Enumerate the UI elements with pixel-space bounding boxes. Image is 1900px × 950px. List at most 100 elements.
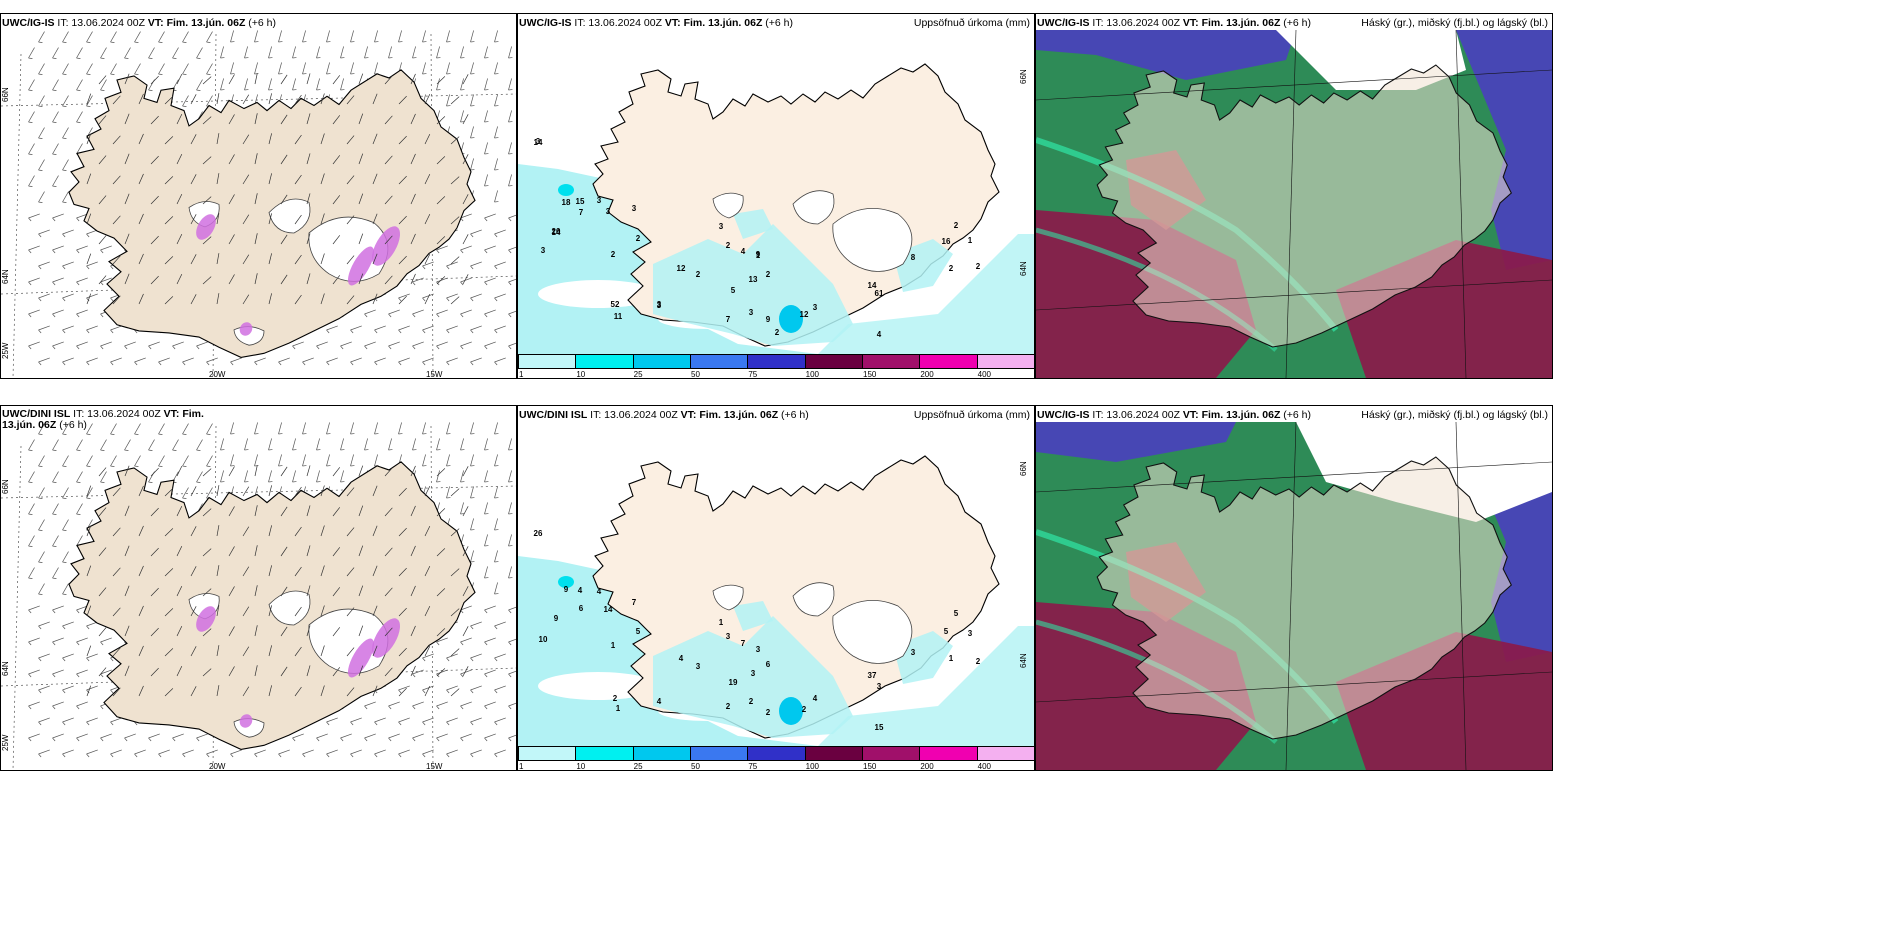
glacier	[792, 190, 835, 225]
precip-value-label: 2	[766, 270, 771, 279]
wind-map[interactable]: 66N 64N 25W 20W 15W	[1, 14, 516, 378]
grid-label: 20W	[209, 370, 226, 378]
precip-value-label: 15	[576, 197, 585, 206]
precip-land-area	[733, 209, 773, 239]
precip-sea-area	[818, 234, 1034, 354]
precip-value-label: 2	[726, 241, 731, 250]
colorbar-tick-label: 150	[863, 370, 877, 379]
precip-map[interactable]: 66N 64N 3 20 9 3 3 61 3 3 2 2 1 18 3 12 11 4 2 7 2 5 9 8 15 2 2 7 2 2…	[518, 14, 1034, 378]
colorbar-swatch	[919, 746, 978, 761]
colorbar-tick-label: 200	[920, 762, 934, 771]
wind-map[interactable]: 66N 64N 25W 20W 15W	[1, 406, 516, 770]
grid-label: 66N	[1, 479, 10, 494]
graticule	[1455, 30, 1467, 378]
cloud-map[interactable]	[1036, 422, 1552, 770]
precip-value-label: 12	[677, 264, 686, 273]
precip-value-label: 5	[636, 627, 641, 636]
colorbar-swatch	[518, 354, 577, 369]
low-cloud-area	[1036, 30, 1296, 80]
low-cloud-area	[1456, 30, 1552, 270]
wind-map-panel-top: UWC/IG-IS IT: 13.06.2024 00Z VT: Fim. 13…	[0, 13, 517, 379]
precip-value-label: 14	[552, 228, 561, 237]
colorbar-swatch	[747, 354, 806, 369]
colorbar-tick-label: 400	[977, 762, 992, 771]
precip-value-label: 3	[749, 308, 754, 317]
precip-value-label: 14	[534, 138, 543, 147]
cloud-map[interactable]	[1036, 30, 1552, 378]
precip-value-label: 1	[719, 618, 724, 627]
precip-value-label: 6	[579, 604, 584, 613]
grid-label: 15W	[426, 762, 443, 770]
grid-label: 66N	[1, 87, 10, 102]
grid-label: 64N	[1019, 653, 1028, 668]
precip-value-label: 8	[911, 253, 916, 262]
colorbar-tick-label: 50	[691, 370, 700, 379]
colorbar-swatch	[575, 354, 634, 369]
precip-value-label: 3	[696, 662, 701, 671]
precip-value-label: 9	[766, 315, 771, 324]
precip-map[interactable]: 66N 64N 26 7 2 9 3 2 4 4 4 4 3 15 7 3 5 6 6 5 14 19 3 9 2 3 10 4 37 1…	[518, 406, 1034, 770]
precip-value-label: 16	[942, 237, 951, 246]
precip-value-label: 3	[911, 648, 916, 657]
precip-value-label: 2	[611, 250, 616, 259]
colorbar-tick-label: 1	[519, 762, 524, 771]
precip-value-label: 5	[954, 609, 959, 618]
precip-value-label: 2	[949, 264, 954, 273]
wind-barbs-land	[86, 73, 469, 305]
glacier	[268, 590, 311, 626]
precip-value-label: 61	[875, 289, 884, 298]
precip-spot	[196, 606, 216, 632]
panel-header: UWC/IG-IS IT: 13.06.2024 00Z VT: Fim. 13…	[1036, 409, 1312, 421]
precip-value-label: 19	[729, 678, 738, 687]
grid-label: 25W	[1, 342, 10, 359]
precip-value-label: 9	[554, 614, 559, 623]
colorbar-tick-label: 150	[863, 762, 877, 771]
precip-value-label: 12	[800, 310, 809, 319]
precip-max-area	[779, 697, 803, 725]
iceland-coastline	[1096, 64, 1512, 348]
grid-label: 66N	[1019, 69, 1028, 84]
panel-variable-title: Háský (gr.), miðský (fj.bl.) og lágský (…	[1361, 17, 1548, 29]
graticule	[1285, 422, 1297, 770]
precip-value-label: 4	[813, 694, 818, 703]
precip-value-label: 7	[579, 208, 584, 217]
colorbar-tick-label: 75	[748, 762, 758, 771]
precip-value-label: 4	[657, 697, 662, 706]
graticule	[1455, 422, 1467, 770]
precip-value-label: 3	[536, 137, 541, 146]
glacier	[268, 198, 311, 234]
low-cloud-area	[1036, 422, 1236, 462]
graticule	[1036, 671, 1552, 703]
precip-value-label: 3	[597, 196, 602, 205]
colorbar-swatch	[804, 354, 863, 369]
precip-value-label: 3	[756, 645, 761, 654]
graticule	[1036, 461, 1552, 493]
precip-spot	[372, 226, 400, 266]
precip-value-label: 3	[751, 669, 756, 678]
precip-colorbar: 1 10 25 50 75 100 150 200 400	[518, 352, 1034, 378]
precip-value-label: 3	[726, 632, 731, 641]
colorbar-swatch	[747, 746, 806, 761]
cloud-map-panel-bottom: UWC/IG-IS IT: 13.06.2024 00Z VT: Fim. 13…	[1035, 405, 1553, 771]
colorbar-tick-label: 50	[691, 762, 700, 771]
precip-value-label: 1	[616, 704, 621, 713]
colorbar-swatch	[575, 746, 634, 761]
colorbar-swatch	[804, 746, 863, 761]
precip-value-label: 1	[611, 641, 616, 650]
grid-label: 15W	[426, 370, 443, 378]
precip-value-label: 37	[868, 671, 877, 680]
precip-value-label: 4	[597, 587, 602, 596]
precip-value-label: 5	[731, 286, 736, 295]
colorbar-tick-label: 100	[805, 370, 820, 379]
colorbar-swatch	[862, 746, 921, 761]
precip-value-label: 9	[564, 585, 569, 594]
precip-value-label: 14	[868, 281, 877, 290]
colorbar-swatch	[632, 354, 691, 369]
precip-value-label: 15	[875, 723, 884, 732]
precip-spot	[239, 714, 253, 728]
precip-value-label: 13	[749, 275, 758, 284]
precip-value-label: 2	[802, 705, 807, 714]
precip-max-area	[558, 184, 574, 196]
colorbar-swatch	[976, 354, 1034, 369]
graticule	[1285, 30, 1297, 378]
